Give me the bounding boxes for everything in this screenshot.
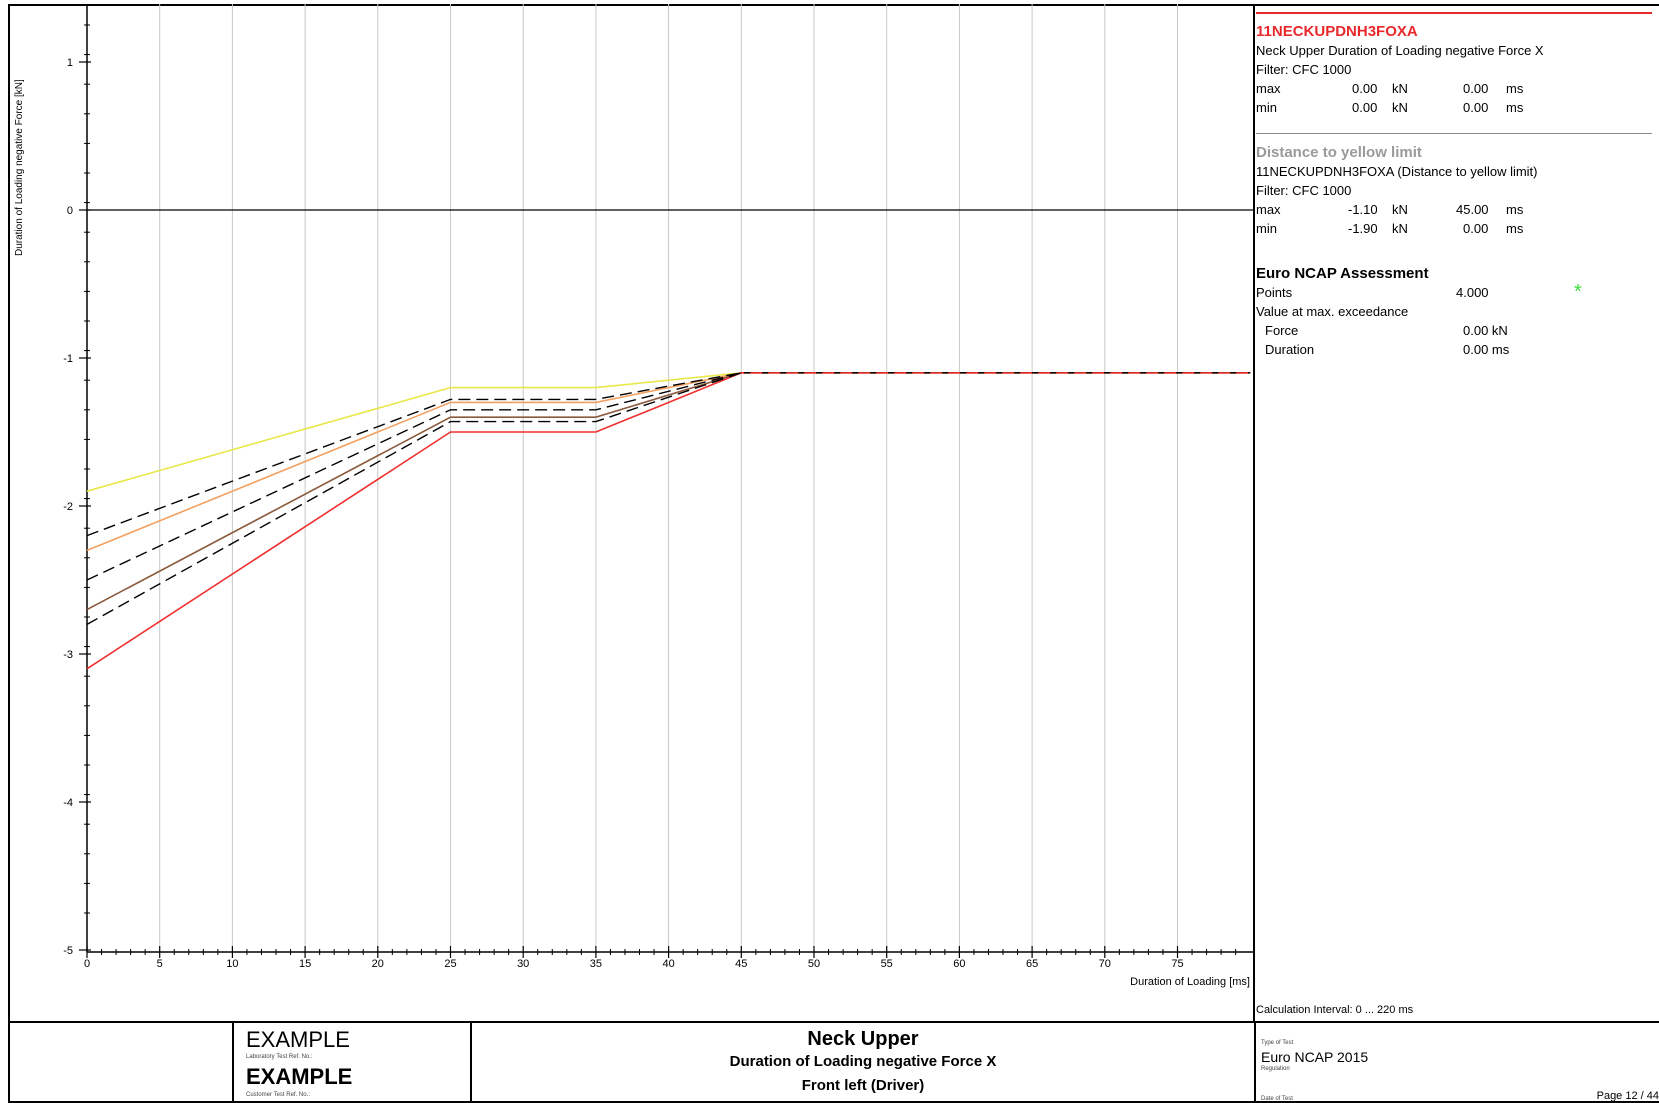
series-line-7 bbox=[86, 372, 1251, 626]
max-2-time-unit: ms bbox=[1506, 202, 1524, 217]
x-tick-label: 45 bbox=[735, 958, 747, 970]
lab-label: Laboratory Test Ref. No.: bbox=[246, 1054, 313, 1060]
max-2-label: max bbox=[1256, 202, 1281, 217]
force-label: Force bbox=[1265, 323, 1299, 338]
limit-info: Distance to yellow limit 11NECKUPDNH3FOX… bbox=[1256, 143, 1538, 238]
x-tick-label: 70 bbox=[1099, 958, 1111, 970]
assessment-title: Euro NCAP Assessment bbox=[1256, 265, 1429, 282]
x-axis-label: Duration of Loading [ms] bbox=[1130, 976, 1250, 988]
footer-test-cell: Type of Test Euro NCAP 2015 Regulation D… bbox=[1254, 1022, 1659, 1103]
max-1-time-unit: ms bbox=[1506, 81, 1524, 96]
series-group bbox=[86, 371, 1254, 670]
channel-separator bbox=[1256, 12, 1652, 14]
max-1-unit: kN bbox=[1392, 81, 1408, 96]
limit-separator bbox=[1256, 133, 1652, 134]
x-tick-label: 15 bbox=[299, 958, 311, 970]
max-2-unit: kN bbox=[1392, 202, 1408, 217]
min-2-time: 0.00 bbox=[1463, 221, 1489, 236]
axes bbox=[86, 4, 1254, 953]
grid bbox=[159, 4, 1178, 952]
limit-desc: 11NECKUPDNH3FOXA (Distance to yellow lim… bbox=[1256, 164, 1538, 179]
regulation-label: Regulation bbox=[1261, 1066, 1290, 1072]
x-tick-label: 35 bbox=[590, 958, 602, 970]
x-tick-label: 65 bbox=[1026, 958, 1038, 970]
sub-title: Duration of Loading negative Force X bbox=[729, 1053, 997, 1070]
footer-ref-cell: EXAMPLE Laboratory Test Ref. No.: EXAMPL… bbox=[232, 1022, 472, 1103]
x-tick-label: 30 bbox=[517, 958, 529, 970]
y-tick-label: 1 bbox=[67, 57, 73, 69]
x-tick-label: 40 bbox=[662, 958, 674, 970]
min-2-value: -1.90 bbox=[1348, 221, 1378, 236]
type-label: Type of Test bbox=[1261, 1040, 1294, 1046]
channel-title: 11NECKUPDNH3FOXA bbox=[1256, 23, 1418, 40]
x-tick-label: 10 bbox=[226, 958, 238, 970]
y-tick-label: -3 bbox=[63, 649, 73, 661]
points-label: Points bbox=[1256, 285, 1293, 300]
y-tick-label: -4 bbox=[63, 797, 73, 809]
x-tick-label: 50 bbox=[808, 958, 820, 970]
x-tick-label: 25 bbox=[444, 958, 456, 970]
min-2-unit: kN bbox=[1392, 221, 1408, 236]
min-1-label: min bbox=[1256, 100, 1277, 115]
ticks: 10-1-2-3-4-50 5 10 15 20 25 30 35 40 45 50 55 60 65 70… bbox=[63, 24, 1237, 970]
y-tick-label: -1 bbox=[63, 353, 73, 365]
type-value: Euro NCAP 2015 bbox=[1261, 1049, 1369, 1065]
min-2-time-unit: ms bbox=[1506, 221, 1524, 236]
footer-title-cell: Neck Upper Duration of Loading negative … bbox=[472, 1022, 1254, 1103]
date-label: Date of Test bbox=[1261, 1096, 1293, 1102]
lab-name: EXAMPLE bbox=[246, 1027, 350, 1052]
assessment-info: Euro NCAP Assessment Points 4.000 * Valu… bbox=[1256, 264, 1582, 359]
star-icon: * bbox=[1574, 281, 1582, 303]
position-label: Front left (Driver) bbox=[801, 1077, 925, 1094]
min-1-time-unit: ms bbox=[1506, 100, 1524, 115]
max-1-value: 0.00 bbox=[1352, 81, 1378, 96]
y-axis-label: Duration of Loading negative Force [kN] bbox=[14, 79, 25, 256]
x-tick-label: 20 bbox=[372, 958, 384, 970]
min-1-value: 0.00 bbox=[1352, 100, 1378, 115]
duration-value: 0.00 ms bbox=[1463, 342, 1510, 357]
limit-title: Distance to yellow limit bbox=[1256, 144, 1422, 161]
force-value: 0.00 kN bbox=[1463, 323, 1508, 338]
cust-name: EXAMPLE bbox=[246, 1064, 353, 1089]
duration-label: Duration bbox=[1265, 342, 1315, 357]
calc-interval: Calculation Interval: 0 ... 220 ms bbox=[1256, 1004, 1414, 1016]
x-tick-label: 0 bbox=[84, 958, 90, 970]
exceed-label: Value at max. exceedance bbox=[1256, 304, 1409, 319]
y-tick-label: -2 bbox=[63, 501, 73, 513]
x-tick-label: 5 bbox=[157, 958, 163, 970]
min-1-time: 0.00 bbox=[1463, 100, 1489, 115]
max-2-time: 45.00 bbox=[1456, 202, 1489, 217]
y-tick-label: -5 bbox=[63, 945, 73, 957]
max-1-time: 0.00 bbox=[1463, 81, 1489, 96]
min-2-label: min bbox=[1256, 221, 1277, 236]
filter-2: Filter: CFC 1000 bbox=[1256, 183, 1352, 198]
min-1-unit: kN bbox=[1392, 100, 1408, 115]
filter-1: Filter: CFC 1000 bbox=[1256, 62, 1352, 77]
points-value: 4.000 bbox=[1456, 285, 1489, 300]
main-title: Neck Upper bbox=[807, 1028, 919, 1050]
channel-desc: Neck Upper Duration of Loading negative … bbox=[1256, 43, 1544, 58]
max-2-value: -1.10 bbox=[1348, 202, 1378, 217]
y-tick-label: 0 bbox=[67, 205, 73, 217]
channel-info: 11NECKUPDNH3FOXA Neck Upper Duration of … bbox=[1256, 22, 1544, 117]
page-frame bbox=[8, 4, 1659, 1103]
x-tick-label: 55 bbox=[881, 958, 893, 970]
cust-label: Customer Test Ref. No.: bbox=[246, 1092, 310, 1098]
page-number: Page 12 / 44 bbox=[1596, 1090, 1659, 1102]
x-tick-label: 60 bbox=[953, 958, 965, 970]
x-tick-label: 75 bbox=[1171, 958, 1183, 970]
max-1-label: max bbox=[1256, 81, 1281, 96]
